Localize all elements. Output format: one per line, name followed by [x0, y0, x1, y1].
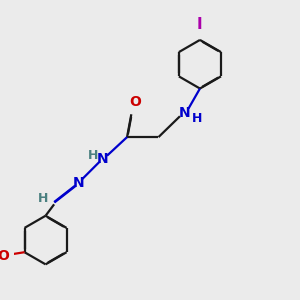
- Text: I: I: [197, 17, 203, 32]
- Text: N: N: [178, 106, 190, 120]
- Text: N: N: [73, 176, 84, 190]
- Text: H: H: [38, 192, 49, 205]
- Text: O: O: [130, 94, 142, 109]
- Text: N: N: [97, 152, 109, 166]
- Text: O: O: [0, 250, 9, 263]
- Text: H: H: [88, 149, 98, 162]
- Text: H: H: [192, 112, 202, 125]
